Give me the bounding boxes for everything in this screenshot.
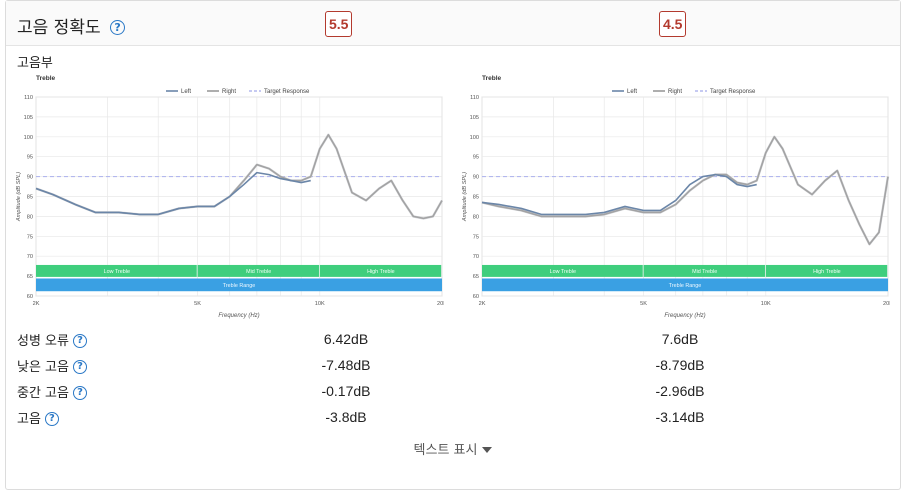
metric-label-treble: 고음? xyxy=(17,408,59,427)
legend-label-left: Left xyxy=(627,89,637,95)
chart-legend: Left Right Target Response xyxy=(612,89,756,95)
x-tick-label: 5K xyxy=(194,301,201,307)
band-label: Low Treble xyxy=(550,269,576,275)
y-tick-label: 65 xyxy=(27,274,33,280)
band-label: High Treble xyxy=(367,269,395,275)
band-2 xyxy=(765,264,888,277)
y-tick-label: 60 xyxy=(473,294,479,300)
help-icon[interactable]: ? xyxy=(72,359,87,374)
legend-label-target: Target Response xyxy=(264,89,310,95)
band-1 xyxy=(197,264,319,277)
band-1 xyxy=(643,264,765,277)
y-tick-label: 85 xyxy=(27,195,33,201)
metric-value-right: -2.96dB xyxy=(655,383,705,399)
y-tick-label: 90 xyxy=(27,175,33,181)
x-tick-label: 10K xyxy=(315,301,325,307)
y-tick-label: 90 xyxy=(473,175,479,181)
y-tick-label: 70 xyxy=(27,254,33,260)
y-tick-label: 110 xyxy=(470,95,479,101)
subsection-label: 고음부 xyxy=(17,56,53,71)
metric-label-mid-treble: 중간 고음? xyxy=(17,382,87,401)
y-tick-label: 100 xyxy=(24,135,33,141)
section-title: 고음 정확도 ? xyxy=(17,13,126,38)
help-icon[interactable]: ? xyxy=(72,333,87,348)
y-tick-label: 95 xyxy=(27,155,33,161)
y-tick-label: 60 xyxy=(27,294,33,300)
y-tick-label: 65 xyxy=(473,274,479,280)
y-tick-label: 80 xyxy=(473,214,479,220)
legend-label-target: Target Response xyxy=(710,89,756,95)
treble-chart-right: Treble Left Right Target Response 110 105 100 9… xyxy=(458,71,890,323)
y-tick-label: 80 xyxy=(27,214,33,220)
show-text-label: 텍스트 표시 xyxy=(413,443,478,458)
y-tick-label: 85 xyxy=(473,195,479,201)
metric-value-left: 6.42dB xyxy=(323,331,369,347)
y-tick-label: 105 xyxy=(470,115,479,121)
metric-label-sibilance: 성병 오류? xyxy=(17,330,87,349)
band-label: Mid Treble xyxy=(246,269,271,275)
band-label: Low Treble xyxy=(104,269,130,275)
y-tick-label: 95 xyxy=(473,155,479,161)
metric-value-left: -3.8dB xyxy=(325,409,367,425)
x-tick-label: 20K xyxy=(437,301,444,307)
metric-value-left: -0.17dB xyxy=(321,383,371,399)
x-tick-label: 2K xyxy=(33,301,40,307)
y-tick-label: 70 xyxy=(473,254,479,260)
band-label: Mid Treble xyxy=(692,269,717,275)
y-axis-title: Amplitude (dB SPL) xyxy=(16,172,22,222)
card-header: 고음 정확도 ? 5.5 4.5 xyxy=(6,1,900,46)
help-icon[interactable]: ? xyxy=(72,385,87,400)
treble-range-label: Treble Range xyxy=(223,283,255,289)
band-0 xyxy=(482,264,643,277)
y-tick-label: 75 xyxy=(473,234,479,240)
x-tick-label: 10K xyxy=(761,301,771,307)
x-axis-title: Frequency (Hz) xyxy=(664,313,705,319)
show-text-toggle[interactable]: 텍스트 표시 xyxy=(6,439,900,458)
treble-accuracy-card: 고음 정확도 ? 5.5 4.5 고음부 Treble Left Right Targ… xyxy=(5,0,901,490)
chart-svg-left: Treble Left Right Target Response 110 105 100 9… xyxy=(16,75,444,319)
y-tick-label: 75 xyxy=(27,234,33,240)
treble-chart-left: Treble Left Right Target Response 110 105 100 9… xyxy=(12,71,444,323)
section-title-text: 고음 정확도 xyxy=(17,18,101,38)
help-icon[interactable]: ? xyxy=(44,411,59,426)
legend-label-right: Right xyxy=(222,89,236,95)
chart-svg-right: Treble Left Right Target Response 110 105 100 9… xyxy=(462,75,890,319)
x-tick-label: 20K xyxy=(883,301,890,307)
x-axis-title: Frequency (Hz) xyxy=(218,313,259,319)
chart-title: Treble xyxy=(482,75,502,82)
chart-legend: Left Right Target Response xyxy=(166,89,310,95)
y-tick-label: 100 xyxy=(470,135,479,141)
y-tick-label: 110 xyxy=(24,95,33,101)
series-line-left xyxy=(481,173,757,216)
y-axis-title: Amplitude (dB SPL) xyxy=(462,172,468,222)
treble-range-label: Treble Range xyxy=(669,283,701,289)
legend-label-right: Right xyxy=(668,89,682,95)
band-2 xyxy=(319,264,442,277)
band-0 xyxy=(36,264,197,277)
metric-label-low-treble: 낮은 고음? xyxy=(17,356,87,375)
metric-value-left: -7.48dB xyxy=(321,357,371,373)
treble-range-bar xyxy=(482,278,888,292)
score-badge-left: 5.5 xyxy=(325,11,353,37)
chart-title: Treble xyxy=(36,75,56,82)
legend-label-left: Left xyxy=(181,89,191,95)
x-tick-label: 2K xyxy=(479,301,486,307)
treble-range-bar xyxy=(36,278,442,292)
metric-value-right: -3.14dB xyxy=(655,409,705,425)
band-label: High Treble xyxy=(813,269,841,275)
series-line-right xyxy=(481,136,889,246)
metric-value-right: -8.79dB xyxy=(655,357,705,373)
metric-value-right: 7.6dB xyxy=(661,331,699,347)
series-line-left xyxy=(35,171,311,216)
caret-down-icon xyxy=(482,446,493,453)
help-icon[interactable]: ? xyxy=(110,19,126,35)
x-tick-label: 5K xyxy=(640,301,647,307)
score-badge-right: 4.5 xyxy=(659,11,687,37)
y-tick-label: 105 xyxy=(24,115,33,121)
